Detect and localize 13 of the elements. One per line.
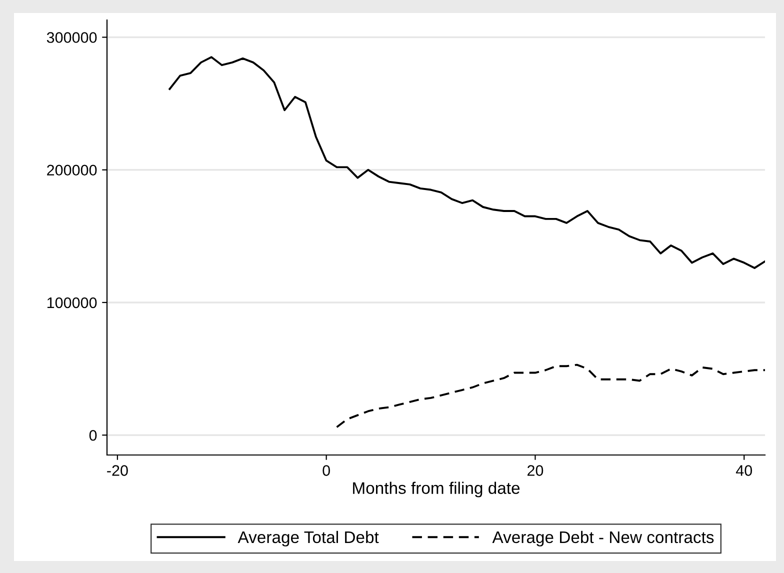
x-axis-title: Months from filing date [353,482,520,498]
y-tick-label: 300000 [46,32,97,43]
y-tick-label: 100000 [47,297,97,308]
x-tick-label: 20 [527,465,544,476]
line-series [168,56,765,269]
x-tick-label: 40 [736,465,752,476]
x-tick-label: -20 [107,465,128,476]
legend-label: Average Total Debt [238,530,379,546]
y-tick-label: 0 [89,430,97,441]
line-series [336,364,765,428]
y-tick-label: 200000 [47,164,97,176]
x-tick-label: 0 [322,465,330,476]
legend-label: Average Debt - New contracts [492,530,714,546]
